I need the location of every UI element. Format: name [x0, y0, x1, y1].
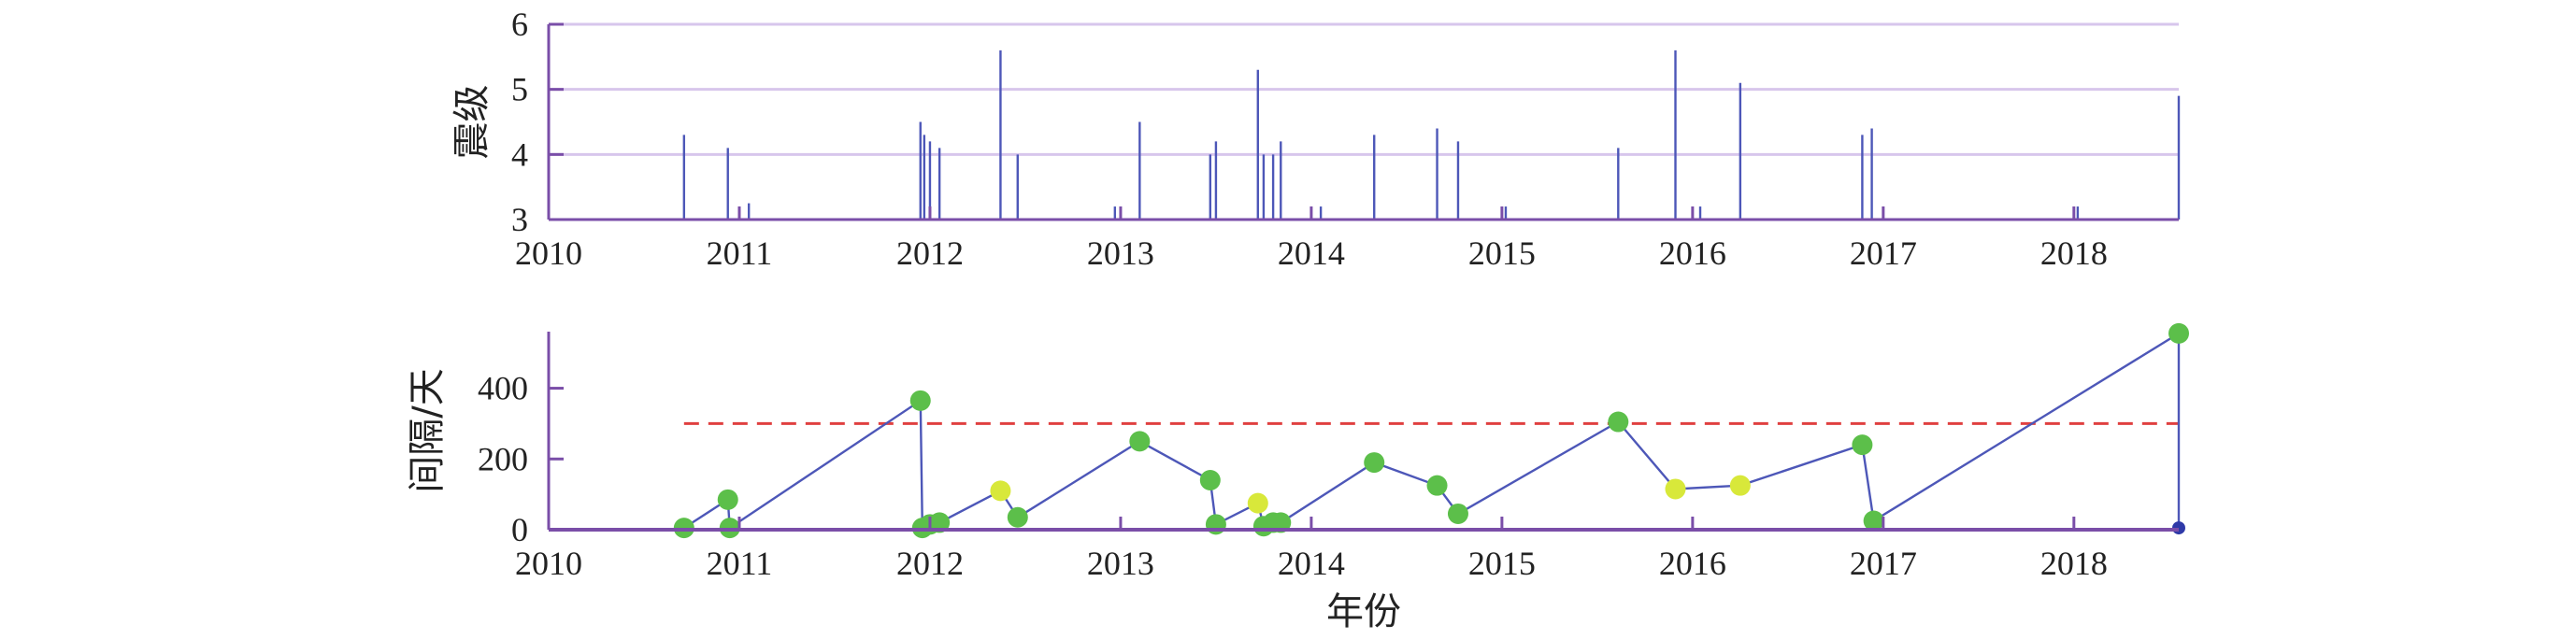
interval-point-yellow — [1247, 492, 1268, 514]
interval-point-green — [1007, 506, 1028, 528]
x-tick-label: 2012 — [896, 234, 964, 272]
x-tick-label: 2013 — [1087, 234, 1154, 272]
x-tick-label: 2014 — [1278, 234, 1345, 272]
x-tick-label: 2017 — [1850, 545, 1917, 582]
x-tick-label: 2012 — [896, 545, 964, 582]
x-tick-label: 2010 — [515, 545, 582, 582]
interval-point-green — [1852, 434, 1873, 456]
x-tick-label: 2013 — [1087, 545, 1154, 582]
y-axis-title: 间隔/天 — [406, 368, 449, 492]
interval-point-green — [1426, 475, 1448, 496]
y-tick-label: 3 — [511, 201, 528, 238]
y-axis-title: 震级 — [451, 85, 494, 160]
interval-point-green — [1199, 470, 1221, 490]
x-tick-label: 2015 — [1468, 545, 1536, 582]
x-tick-label: 2016 — [1659, 545, 1726, 582]
x-tick-label: 2018 — [2040, 545, 2108, 582]
y-tick-label: 4 — [511, 135, 528, 173]
x-tick-label: 2010 — [515, 234, 582, 272]
x-tick-label: 2017 — [1850, 234, 1917, 272]
x-tick-label: 2014 — [1278, 545, 1345, 582]
interval-point-green — [2168, 322, 2189, 344]
interval-point-green — [1447, 503, 1468, 524]
interval-point-green — [1129, 431, 1151, 452]
interval-point-green — [929, 512, 951, 533]
interval-point-yellow — [1729, 475, 1751, 496]
interval-line — [683, 331, 2181, 531]
interval-point-green — [717, 489, 738, 510]
interval-point-yellow — [990, 480, 1011, 502]
x-tick-label: 2015 — [1468, 234, 1536, 272]
x-tick-label: 2011 — [707, 234, 773, 272]
x-axis-title: 年份 — [1326, 590, 1401, 633]
interval-point-green — [1270, 512, 1292, 533]
magnitude-chart: 3 4 5 6 2010 2011 2012 2013 2014 2015 2016 2017 2018… — [451, 6, 2181, 272]
interval-point-green — [1608, 411, 1629, 433]
interval-chart: 0 200 400 2010 2011 2012 2013 2014 2015 2016 2017 2… — [406, 322, 2189, 633]
interval-point-green — [1863, 510, 1884, 532]
x-tick-label: 2016 — [1659, 234, 1726, 272]
y-tick-label: 400 — [478, 370, 528, 407]
interval-point-green — [1364, 452, 1385, 474]
y-tick-label: 200 — [478, 440, 528, 477]
interval-point-green — [909, 390, 931, 411]
x-tick-label: 2018 — [2040, 234, 2108, 272]
y-tick-label: 6 — [511, 6, 528, 43]
interval-point-yellow — [1665, 478, 1686, 500]
y-tick-label: 0 — [511, 511, 528, 548]
y-tick-label: 5 — [511, 71, 528, 108]
interval-point-green — [1205, 514, 1226, 535]
x-tick-label: 2011 — [707, 545, 773, 582]
